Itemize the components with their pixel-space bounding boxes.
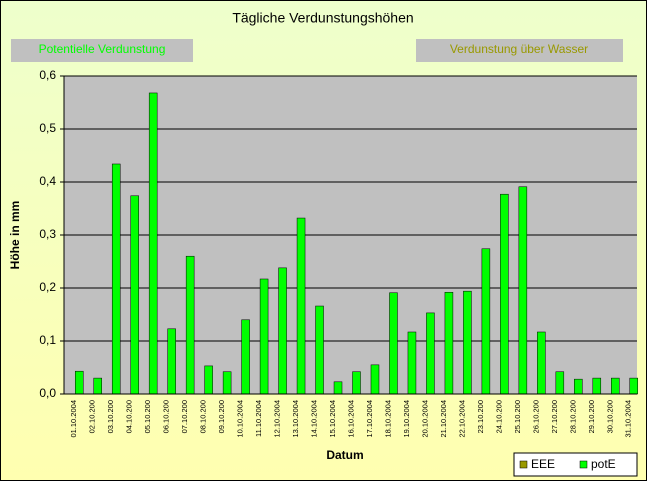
bar xyxy=(296,217,306,395)
x-tick-label: 18.10.2004 xyxy=(383,400,392,438)
y-axis-label: Höhe in mm xyxy=(8,201,22,270)
bar xyxy=(130,195,139,395)
y-tick-label: 0,5 xyxy=(39,121,56,135)
x-tick-label: 25.10.200 xyxy=(513,400,522,433)
x-tick-label: 06.10.200 xyxy=(162,400,171,433)
x-axis-label: Datum xyxy=(326,448,363,462)
bar xyxy=(315,305,324,395)
legend-label: EEE xyxy=(531,457,555,471)
bar xyxy=(222,371,232,395)
y-tick-label: 0,6 xyxy=(39,68,56,82)
bar xyxy=(500,193,509,395)
bar xyxy=(167,328,176,395)
bar xyxy=(463,290,472,395)
legend-label: potE xyxy=(591,457,616,471)
x-tick-label: 24.10.200 xyxy=(494,400,503,433)
bar xyxy=(481,248,491,395)
x-tick-label: 27.10.200 xyxy=(550,400,559,433)
bar xyxy=(407,331,417,395)
bar xyxy=(278,267,287,395)
bar xyxy=(592,377,602,395)
bar xyxy=(555,371,565,395)
x-tick-label: 21.10.2004 xyxy=(439,400,448,438)
bar xyxy=(241,319,250,395)
y-tick-label: 0,1 xyxy=(39,333,56,347)
x-tick-label: 26.10.200 xyxy=(531,400,540,433)
y-tick-label: 0,3 xyxy=(39,227,56,241)
bar xyxy=(574,378,583,395)
bar xyxy=(352,371,361,395)
bar xyxy=(93,377,102,395)
x-tick-label: 19.10.2004 xyxy=(402,400,411,438)
annotation-box xyxy=(416,39,623,62)
bar xyxy=(259,278,269,395)
x-tick-label: 16.10.2004 xyxy=(346,400,355,438)
bar xyxy=(444,291,454,395)
y-tick-label: 0,2 xyxy=(39,280,56,294)
bar xyxy=(111,163,121,395)
x-tick-label: 12.10.2004 xyxy=(273,400,282,438)
x-tick-label: 17.10.2004 xyxy=(365,400,374,438)
x-tick-label: 03.10.200 xyxy=(106,400,115,433)
legend-swatch xyxy=(579,460,588,469)
x-tick-label: 22.10.2004 xyxy=(457,400,466,438)
x-tick-label: 31.10.2004 xyxy=(624,400,633,438)
bar xyxy=(370,364,380,395)
x-tick-label: 30.10.200 xyxy=(605,400,614,433)
bar xyxy=(148,92,158,395)
x-tick-label: 11.10.2004 xyxy=(254,400,263,437)
bar xyxy=(74,370,84,395)
annotation: Verdunstung über Wasser xyxy=(450,42,588,56)
x-tick-label: 23.10.200 xyxy=(476,400,485,433)
x-tick-label: 20.10.2004 xyxy=(420,400,429,438)
x-tick-label: 29.10.200 xyxy=(587,400,596,433)
y-tick-label: 0,4 xyxy=(39,174,56,188)
x-tick-label: 07.10.200 xyxy=(180,400,189,433)
bar xyxy=(611,377,620,395)
legend-swatch xyxy=(519,460,528,469)
bar xyxy=(537,331,546,395)
legend xyxy=(513,452,638,477)
bar xyxy=(629,377,639,395)
x-tick-label: 15.10.2004 xyxy=(328,400,337,438)
x-tick-label: 05.10.200 xyxy=(143,400,152,433)
bar xyxy=(518,186,528,395)
x-tick-label: 13.10.2004 xyxy=(291,400,300,438)
x-tick-label: 01.10.2004 xyxy=(69,400,78,438)
x-tick-label: 08.10.200 xyxy=(199,400,208,433)
bar xyxy=(426,312,435,395)
bar xyxy=(185,255,195,395)
x-tick-label: 09.10.200 xyxy=(217,400,226,433)
bar xyxy=(389,292,398,395)
bar xyxy=(333,381,343,395)
x-tick-label: 14.10.2004 xyxy=(310,400,319,438)
x-tick-label: 02.10.200 xyxy=(88,400,97,433)
chart-title: Tägliche Verdunstungshöhen xyxy=(232,10,413,26)
x-tick-label: 28.10.200 xyxy=(568,400,577,433)
x-tick-label: 04.10.200 xyxy=(125,400,134,433)
bar xyxy=(204,365,213,395)
annotation: Potentielle Verdunstung xyxy=(39,42,166,56)
x-tick-label: 10.10.2004 xyxy=(236,400,245,438)
annotation-box xyxy=(11,39,193,62)
y-tick-label: 0,0 xyxy=(39,386,56,400)
